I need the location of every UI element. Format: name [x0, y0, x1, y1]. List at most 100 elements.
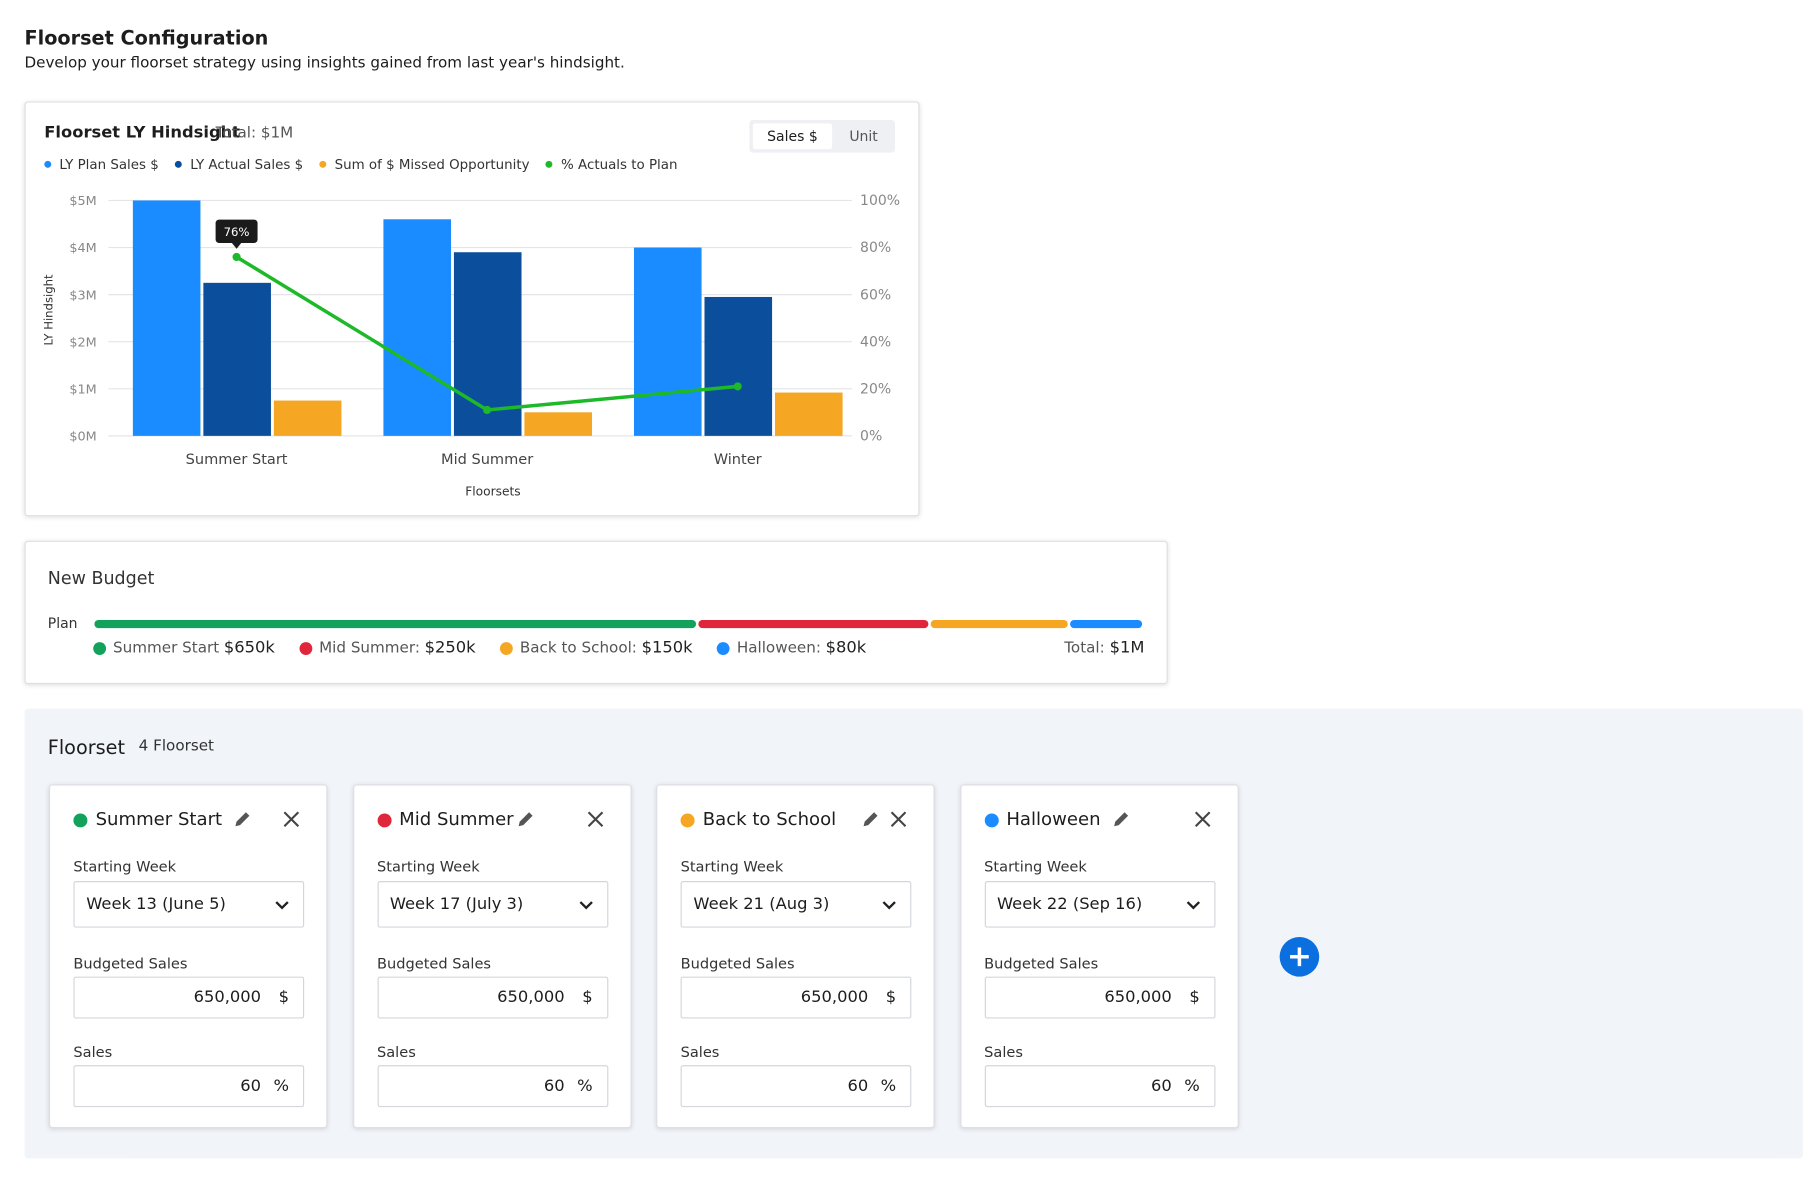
budget-card: New Budget Plan Summer Start $650k Mid Sum…	[24, 540, 1168, 685]
field-label: Sales	[377, 1043, 416, 1061]
field-label: Budgeted Sales	[377, 954, 492, 972]
week-value: Week 17 (July 3)	[389, 895, 524, 914]
legend-dot	[44, 160, 52, 168]
input-sales[interactable]: 60%	[377, 1065, 608, 1108]
y2-tick-label: 40%	[860, 334, 891, 350]
field-label: Budgeted Sales	[73, 954, 188, 972]
edit-button[interactable]	[232, 809, 253, 830]
field-label: Sales	[73, 1043, 113, 1061]
x-tick-label: Winter	[714, 451, 762, 468]
field-label: Starting Week	[73, 857, 177, 876]
y-tick-label: $3M	[69, 288, 96, 303]
input-value: 650,000	[497, 988, 565, 1007]
bar	[383, 219, 452, 436]
input-budget[interactable]: 650,000 $	[377, 976, 608, 1019]
y2-tick-label: 0%	[860, 429, 882, 445]
week-select[interactable]: Week 21 (Aug 3)	[680, 881, 912, 928]
close-button[interactable]	[1193, 810, 1212, 829]
close-button[interactable]	[889, 810, 908, 829]
status-dot	[73, 813, 88, 828]
floorset-card: Summer Start Starting Week Budgeted Sales S…	[48, 784, 328, 1129]
budget-legend: Summer Start $650k Mid Summer: $250k Back to…	[93, 639, 890, 659]
page-title: Floorset Configuration	[24, 26, 269, 49]
input-unit: %	[1184, 1076, 1200, 1096]
input-unit: $	[582, 988, 593, 1007]
y-tick-label: $4M	[69, 241, 96, 256]
week-value: Week 21 (Aug 3)	[693, 895, 830, 914]
chevron	[882, 897, 896, 916]
bar	[524, 412, 593, 436]
input-unit: $	[885, 988, 897, 1007]
card-name: Halloween	[1006, 808, 1101, 830]
budget-total: Total: $1M	[1064, 639, 1144, 658]
budget-legend-item: Halloween: $80k	[717, 638, 867, 658]
legend-item: LY Plan Sales $	[44, 156, 159, 172]
chart: $0M $1M $2M $3M $4M $5M 0% 20% 40% 60% 80% 100% LY H…	[41, 193, 900, 498]
bar	[704, 296, 773, 436]
line-point	[483, 405, 492, 415]
week-select[interactable]: Week 22 (Sep 16)	[984, 881, 1215, 928]
close-button[interactable]	[282, 810, 301, 829]
page-subtitle: Develop your floorset strategy using ins…	[24, 54, 625, 73]
input-sales[interactable]: 60%	[73, 1065, 305, 1108]
input-unit: $	[278, 988, 290, 1007]
legend: LY Plan Sales $ LY Actual Sales $ Sum of $…	[44, 150, 694, 172]
input-sales[interactable]: 60%	[984, 1065, 1215, 1108]
y-tick-label: $2M	[69, 335, 96, 350]
edit-button[interactable]	[861, 809, 882, 830]
card-name: Mid Summer	[399, 808, 514, 830]
legend-item: Sum of $ Missed Opportunity	[319, 156, 530, 172]
legend-value: $250k	[424, 638, 476, 658]
week-select[interactable]: Week 17 (July 3)	[377, 881, 608, 928]
budget-legend-item: Summer Start $650k	[93, 639, 275, 657]
total-value: $1M	[1109, 638, 1145, 658]
budget-title: New Budget	[47, 567, 155, 589]
budget-segment	[930, 619, 1068, 629]
floorset-card: Halloween Starting Week Budgeted Sales Sale…	[959, 784, 1239, 1129]
add-button[interactable]	[1278, 936, 1320, 978]
legend-label: LY Actual Sales $	[190, 156, 304, 173]
close-button[interactable]	[586, 810, 605, 829]
toggle-unit[interactable]: Unit	[849, 128, 878, 145]
legend-value: $80k	[825, 638, 867, 658]
input-sales[interactable]: 60%	[680, 1065, 912, 1108]
tooltip-arrow	[231, 242, 242, 249]
y2-tick-label: 60%	[860, 287, 891, 303]
legend-dot	[175, 160, 183, 168]
input-unit: $	[1189, 988, 1200, 1007]
edit-button[interactable]	[515, 809, 536, 830]
budget-segment	[94, 619, 697, 629]
input-value: 60	[847, 1076, 869, 1096]
input-unit: %	[273, 1076, 290, 1096]
input-value: 650,000	[1104, 988, 1172, 1007]
chevron	[578, 897, 593, 916]
bar	[633, 247, 702, 436]
week-value: Week 22 (Sep 16)	[996, 895, 1143, 914]
card-name: Back to School	[702, 808, 837, 830]
card-name: Summer Start	[95, 808, 223, 830]
line-point	[733, 382, 742, 391]
input-budget[interactable]: 650,000 $	[984, 976, 1215, 1019]
budget-legend-item: Mid Summer: $250k	[299, 638, 476, 658]
field-label: Starting Week	[984, 857, 1087, 876]
chart-title: Floorset LY Hindsight	[44, 123, 241, 143]
input-budget[interactable]: 650,000 $	[680, 976, 912, 1019]
x-tick-label: Summer Start	[186, 451, 288, 468]
bar	[774, 392, 843, 436]
y2-tick-label: 20%	[860, 381, 891, 397]
budget-legend-item: Back to School: $150k	[500, 639, 693, 657]
budget-segment	[698, 619, 929, 629]
edit-button[interactable]	[1111, 809, 1132, 830]
legend-label: Back to School:	[519, 639, 637, 657]
week-select[interactable]: Week 13 (June 5)	[73, 881, 305, 928]
toggle-sales[interactable]: Sales $	[752, 123, 833, 150]
field-label: Budgeted Sales	[984, 954, 1099, 972]
input-unit: %	[577, 1076, 593, 1096]
hindsight-card: Floorset LY Hindsight Total: $1M LY Plan…	[24, 101, 920, 517]
input-value: 60	[543, 1076, 565, 1096]
input-budget[interactable]: 650,000 $	[73, 976, 305, 1019]
legend-dot	[500, 641, 513, 655]
legend-dot	[717, 641, 730, 655]
tooltip	[215, 219, 258, 243]
